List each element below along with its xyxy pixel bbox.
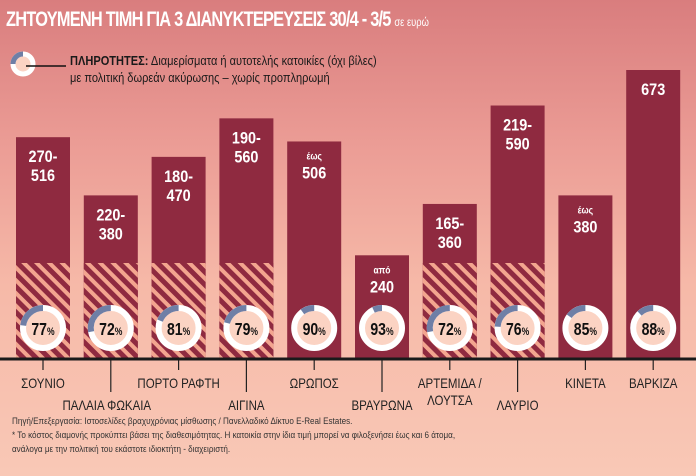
legend-line1: Διαμερίσματα ή αυτοτελής κατοικίες (όχι … — [150, 53, 377, 68]
category-label: ΚΙΝΕΤΑ — [565, 375, 606, 391]
legend: ΠΛΗΡΟΤΗΤΕΣ: Διαμερίσματα ή αυτοτελής κατ… — [70, 52, 377, 86]
occupancy-arc — [372, 305, 383, 313]
occupancy-arc — [637, 305, 654, 316]
legend-line2: με πολιτική δωρεάν ακύρωσης – χωρίς προπ… — [70, 70, 330, 85]
occupancy-arc — [87, 305, 112, 333]
category-label: ΒΡΑΥΡΩΝΑ — [351, 397, 413, 413]
category-label: ΠΑΛΑΙΑ ΦΩΚΑΙΑ — [63, 397, 152, 413]
bar-value-label: από — [374, 265, 391, 276]
occupancy-arc — [224, 305, 247, 324]
bar-value-label: 560 — [234, 148, 258, 166]
category-label: ΛΟΥΤΣΑ — [427, 392, 473, 408]
notes: Πηγή/Επεξεργασία: Ιστοσελίδες βραχυχρόνι… — [12, 414, 455, 456]
bar-value-label: 380 — [99, 225, 123, 243]
occupancy-arc — [494, 305, 518, 328]
source-note: Πηγή/Επεξεργασία: Ιστοσελίδες βραχυχρόνι… — [12, 416, 353, 426]
bar-value-label: 180- — [164, 168, 193, 186]
legend-label: ΠΛΗΡΟΤΗΤΕΣ: — [70, 53, 149, 68]
chart-title: ΖΗΤΟΥΜΕΝΗ ΤΙΜΗ ΓΙΑ 3 ΔΙΑΝΥΚΤΕΡΕΥΣΕΙΣ 30/… — [6, 8, 429, 31]
bar-value-label: 673 — [641, 81, 665, 99]
bar-value-label: 220- — [96, 206, 125, 224]
category-label: ΑΡΤΕΜΙΔΑ / — [418, 375, 482, 391]
bar-value-label: 360 — [438, 234, 462, 252]
occupancy-arc — [300, 305, 315, 315]
occupancy-arc — [157, 305, 179, 322]
occupancy-arc — [20, 305, 44, 327]
bar-value-label: 380 — [573, 218, 597, 236]
occupancy-arc — [566, 305, 586, 319]
category-label: ΒΑΡΚΙΖΑ — [629, 375, 678, 391]
bar-value-label: 190- — [232, 129, 261, 147]
footnote-line2: ανάλογα με την πολιτική του εκάστοτε ιδι… — [12, 444, 231, 454]
bar-value-label: 165- — [435, 215, 464, 233]
bar-value-label: 590 — [506, 136, 530, 154]
bar-value-label: 470 — [167, 187, 191, 205]
bar-value-label: έως — [306, 151, 322, 162]
bar-value-label: 240 — [370, 278, 394, 296]
bar-value-label: 506 — [302, 164, 326, 182]
category-label: ΠΟΡΤΟ ΡΑΦΤΗ — [137, 375, 219, 391]
category-label: ΑΙΓΙΝΑ — [228, 397, 265, 413]
bar-value-label: 270- — [29, 148, 58, 166]
category-label: ΩΡΩΠΟΣ — [290, 375, 339, 391]
bar-value-label: 219- — [503, 117, 532, 135]
bar-value-label: 516 — [31, 167, 55, 185]
category-label: ΣΟΥΝΙΟ — [21, 375, 65, 391]
footnote-line1: * Το κόστος διαμονής προκύπτει βάσει της… — [12, 430, 456, 440]
bar-value-label: έως — [578, 205, 594, 216]
unit-label: σε ευρώ — [394, 15, 429, 29]
occupancy-arc — [426, 305, 451, 333]
category-label: ΛΑΥΡΙΟ — [497, 397, 539, 413]
legend-donut-icon — [10, 51, 66, 77]
